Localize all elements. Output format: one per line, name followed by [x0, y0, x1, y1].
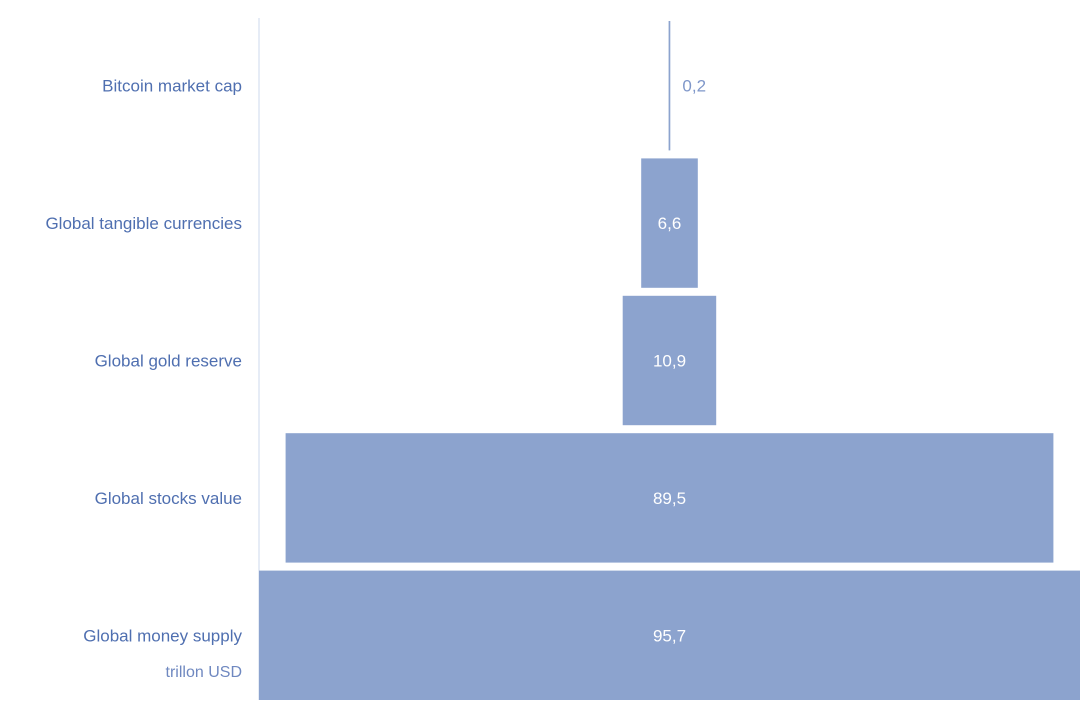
unit-label: trillon USD [166, 664, 242, 681]
category-label: Global tangible currencies [45, 214, 242, 233]
bar-2 [641, 158, 698, 288]
bar-1 [668, 21, 671, 151]
bar-4 [285, 433, 1054, 563]
value-label: 10,9 [653, 352, 686, 371]
category-label: Global money supply [83, 626, 242, 645]
value-label: 95,7 [653, 626, 686, 645]
bar-3 [622, 295, 717, 426]
value-label: 6,6 [658, 214, 682, 233]
bar-5 [259, 570, 1080, 700]
category-label: Global stocks value [95, 489, 242, 508]
category-label: Bitcoin market cap [102, 77, 242, 96]
value-label: 89,5 [653, 489, 686, 508]
bars-layer [259, 21, 1080, 700]
value-label: 0,2 [682, 77, 706, 96]
labels-layer: Bitcoin market cap 0,2 Global tangible cur… [45, 77, 706, 646]
category-label: Global gold reserve [95, 352, 242, 371]
